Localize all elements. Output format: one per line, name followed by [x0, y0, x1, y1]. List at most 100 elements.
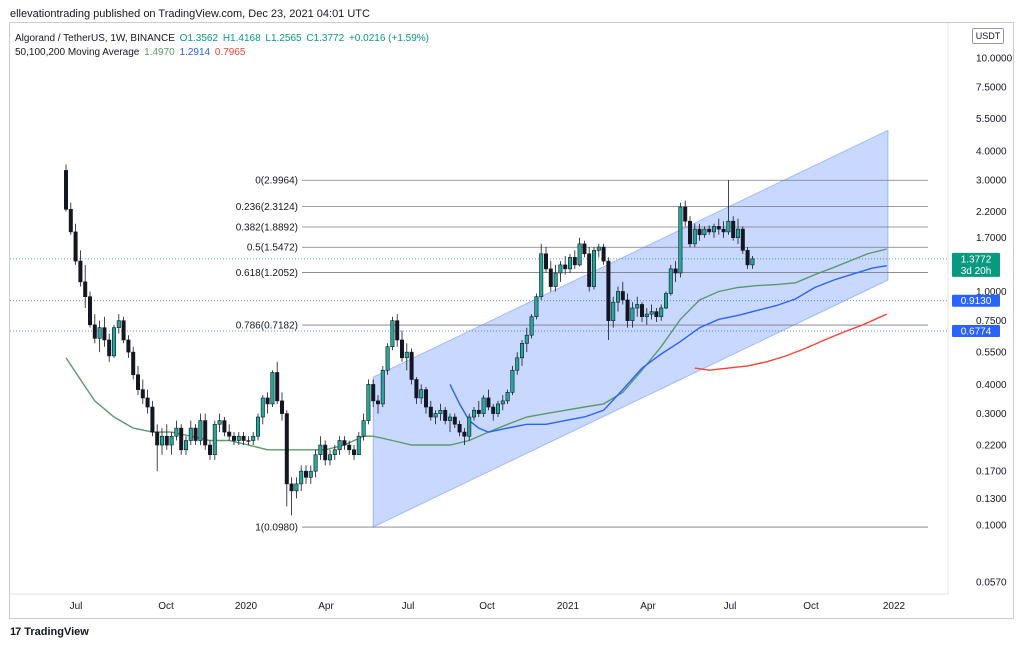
candle[interactable] [179, 424, 184, 455]
candle[interactable] [390, 316, 395, 351]
candle[interactable] [553, 264, 558, 292]
candle[interactable] [678, 202, 683, 278]
candle[interactable] [663, 291, 668, 310]
candle[interactable] [375, 395, 380, 414]
candle[interactable] [97, 320, 102, 353]
candle[interactable] [601, 243, 606, 265]
candle[interactable] [284, 410, 289, 507]
candle[interactable] [380, 365, 385, 408]
candle[interactable] [174, 420, 179, 441]
candle[interactable] [121, 316, 126, 344]
currency-button[interactable]: USDT [972, 28, 1004, 44]
candle[interactable] [160, 428, 165, 455]
candle[interactable] [64, 164, 69, 212]
candle[interactable] [659, 304, 664, 321]
candle[interactable] [606, 257, 611, 340]
candle[interactable] [236, 432, 241, 446]
candle[interactable] [107, 333, 112, 362]
candle[interactable] [116, 314, 121, 334]
candle[interactable] [217, 413, 222, 433]
candle[interactable] [548, 261, 553, 292]
candle[interactable] [726, 180, 731, 235]
candle[interactable] [318, 436, 323, 460]
candle[interactable] [279, 392, 284, 421]
candle[interactable] [337, 436, 342, 455]
candle[interactable] [687, 216, 692, 248]
candle[interactable] [92, 314, 97, 344]
candle[interactable] [587, 247, 592, 292]
candle[interactable] [534, 293, 539, 320]
candle[interactable] [164, 424, 169, 450]
candle[interactable] [519, 339, 524, 366]
candle[interactable] [414, 377, 419, 404]
candle[interactable] [232, 432, 237, 446]
candle[interactable] [615, 286, 620, 312]
candle[interactable] [711, 223, 716, 238]
candle[interactable] [112, 324, 117, 358]
candle[interactable] [639, 302, 644, 323]
candle[interactable] [702, 226, 707, 238]
candle[interactable] [567, 253, 572, 274]
candle[interactable] [529, 314, 534, 339]
candle[interactable] [208, 440, 213, 460]
candle[interactable] [184, 436, 189, 455]
candle[interactable] [611, 296, 616, 328]
candle[interactable] [404, 343, 409, 371]
candle[interactable] [150, 400, 155, 437]
candle[interactable] [692, 223, 697, 248]
candle[interactable] [524, 327, 529, 353]
candle[interactable] [457, 420, 462, 437]
candle[interactable] [419, 384, 424, 404]
candle[interactable] [351, 445, 356, 460]
candle[interactable] [644, 307, 649, 325]
candle[interactable] [572, 250, 577, 269]
ma100-line[interactable] [449, 265, 887, 433]
candle[interactable] [332, 445, 337, 460]
candle[interactable] [433, 410, 438, 425]
candle[interactable] [428, 400, 433, 421]
candle[interactable] [452, 413, 457, 429]
candle[interactable] [447, 413, 452, 433]
candle[interactable] [467, 413, 472, 441]
candle[interactable] [327, 449, 332, 466]
candle[interactable] [212, 420, 217, 460]
candle[interactable] [193, 424, 198, 446]
candle[interactable] [721, 221, 726, 238]
candle[interactable] [750, 255, 755, 269]
candle[interactable] [265, 392, 270, 414]
candle[interactable] [303, 465, 308, 484]
candle[interactable] [294, 477, 299, 499]
candle[interactable] [131, 346, 136, 380]
candle[interactable] [740, 226, 745, 254]
candle[interactable] [683, 200, 688, 227]
ma200-line[interactable] [694, 313, 888, 371]
candle[interactable] [596, 243, 601, 258]
candle[interactable] [241, 432, 246, 446]
candle[interactable] [438, 403, 443, 421]
candle[interactable] [491, 403, 496, 421]
candle[interactable] [635, 296, 640, 317]
candle[interactable] [500, 395, 505, 411]
candle[interactable] [731, 216, 736, 241]
candle[interactable] [443, 407, 448, 425]
candle[interactable] [260, 395, 265, 425]
candle[interactable] [126, 335, 131, 358]
candle[interactable] [289, 477, 294, 516]
candle[interactable] [227, 424, 232, 441]
candle[interactable] [654, 307, 659, 323]
ma-indicator-label[interactable]: 50,100,200 Moving Average [15, 47, 140, 58]
candle[interactable] [299, 465, 304, 491]
candle[interactable] [582, 240, 587, 258]
candle[interactable] [136, 365, 141, 396]
candle[interactable] [620, 281, 625, 305]
candle[interactable] [270, 370, 275, 408]
candle[interactable] [255, 413, 260, 441]
candle[interactable] [342, 436, 347, 450]
candle[interactable] [88, 291, 93, 328]
candle[interactable] [246, 436, 251, 446]
candle[interactable] [222, 417, 227, 437]
candle[interactable] [558, 261, 563, 282]
candle[interactable] [188, 420, 193, 446]
candle[interactable] [385, 343, 390, 375]
